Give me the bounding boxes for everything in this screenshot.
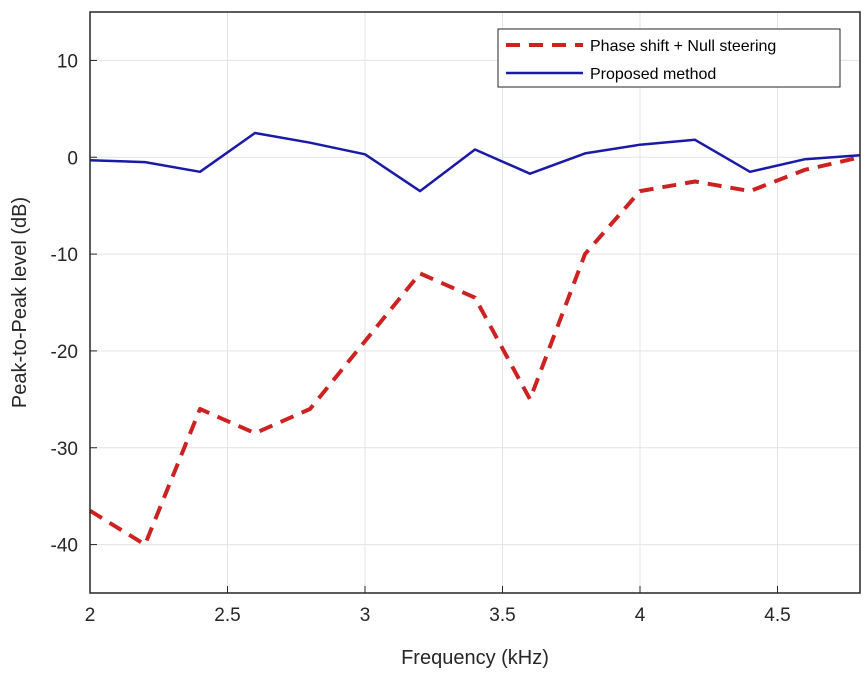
legend-label-proposed-method: Proposed method bbox=[590, 66, 716, 83]
y-tick-label: 10 bbox=[57, 51, 78, 72]
x-axis-title: Frequency (kHz) bbox=[401, 647, 549, 669]
legend: Phase shift + Null steering Proposed met… bbox=[497, 28, 841, 88]
axis-ticks: 2 2.5 3 3.5 4 4.5 10 0 -10 -20 -30 -40 bbox=[51, 51, 791, 626]
x-tick-label: 4.5 bbox=[764, 605, 790, 626]
legend-label-phase-shift: Phase shift + Null steering bbox=[590, 38, 776, 55]
plot-background bbox=[90, 12, 860, 593]
y-tick-label: -40 bbox=[51, 536, 78, 557]
x-tick-label: 3.5 bbox=[489, 605, 515, 626]
series-line-phase-shift-null-steering bbox=[88, 155, 861, 547]
y-tick-label: 0 bbox=[67, 148, 78, 169]
y-tick-label: -30 bbox=[51, 439, 78, 460]
y-tick-label: -10 bbox=[51, 245, 78, 266]
x-tick-label: 4 bbox=[635, 605, 646, 626]
y-axis-title: Peak-to-Peak level (dB) bbox=[9, 197, 31, 408]
x-tick-label: 2.5 bbox=[214, 605, 240, 626]
y-tick-label: -20 bbox=[51, 342, 78, 363]
plot-frame bbox=[89, 11, 861, 594]
x-tick-label: 2 bbox=[85, 605, 96, 626]
x-tick-label: 3 bbox=[360, 605, 371, 626]
grid-lines bbox=[89, 12, 860, 593]
legend-box bbox=[497, 28, 841, 88]
